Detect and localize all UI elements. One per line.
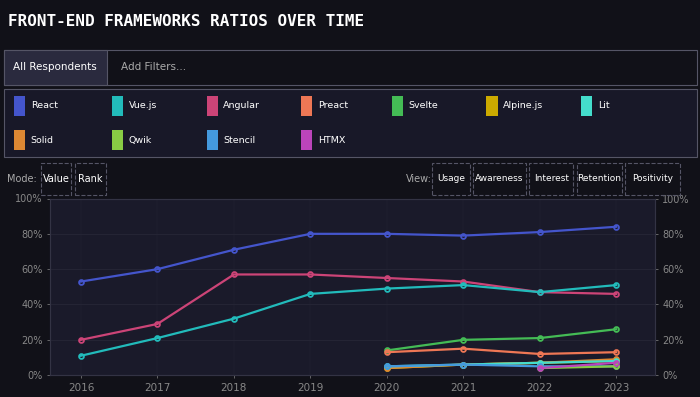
Text: Mode:: Mode: xyxy=(7,173,36,184)
Text: Awareness: Awareness xyxy=(475,174,524,183)
Text: Usage: Usage xyxy=(437,174,465,183)
Text: Positivity: Positivity xyxy=(632,174,673,183)
Bar xyxy=(486,96,498,116)
Bar xyxy=(301,96,312,116)
FancyBboxPatch shape xyxy=(4,50,107,85)
Text: React: React xyxy=(31,101,58,110)
Text: Angular: Angular xyxy=(223,101,260,110)
Text: Vue.js: Vue.js xyxy=(129,101,158,110)
Bar xyxy=(112,96,123,116)
Text: Rank: Rank xyxy=(78,173,102,184)
FancyBboxPatch shape xyxy=(4,89,696,157)
Bar xyxy=(112,130,123,150)
Text: Lit: Lit xyxy=(598,101,610,110)
Bar xyxy=(14,130,25,150)
Bar xyxy=(581,96,592,116)
Text: Qwik: Qwik xyxy=(129,136,152,145)
Bar xyxy=(206,96,218,116)
Text: Alpine.js: Alpine.js xyxy=(503,101,543,110)
Text: Value: Value xyxy=(43,173,69,184)
Text: Add Filters...: Add Filters... xyxy=(121,62,186,72)
Text: Stencil: Stencil xyxy=(223,136,256,145)
Text: Svelte: Svelte xyxy=(409,101,438,110)
Text: Solid: Solid xyxy=(31,136,54,145)
Bar xyxy=(206,130,218,150)
Text: Retention: Retention xyxy=(578,174,622,183)
Text: All Respondents: All Respondents xyxy=(13,62,97,72)
Text: Preact: Preact xyxy=(318,101,348,110)
Text: FRONT-END FRAMEWORKS RATIOS OVER TIME: FRONT-END FRAMEWORKS RATIOS OVER TIME xyxy=(8,14,365,29)
Text: View:: View: xyxy=(406,173,432,184)
Bar xyxy=(392,96,403,116)
Bar xyxy=(14,96,25,116)
Bar xyxy=(301,130,312,150)
Text: Interest: Interest xyxy=(533,174,568,183)
Text: HTMX: HTMX xyxy=(318,136,345,145)
